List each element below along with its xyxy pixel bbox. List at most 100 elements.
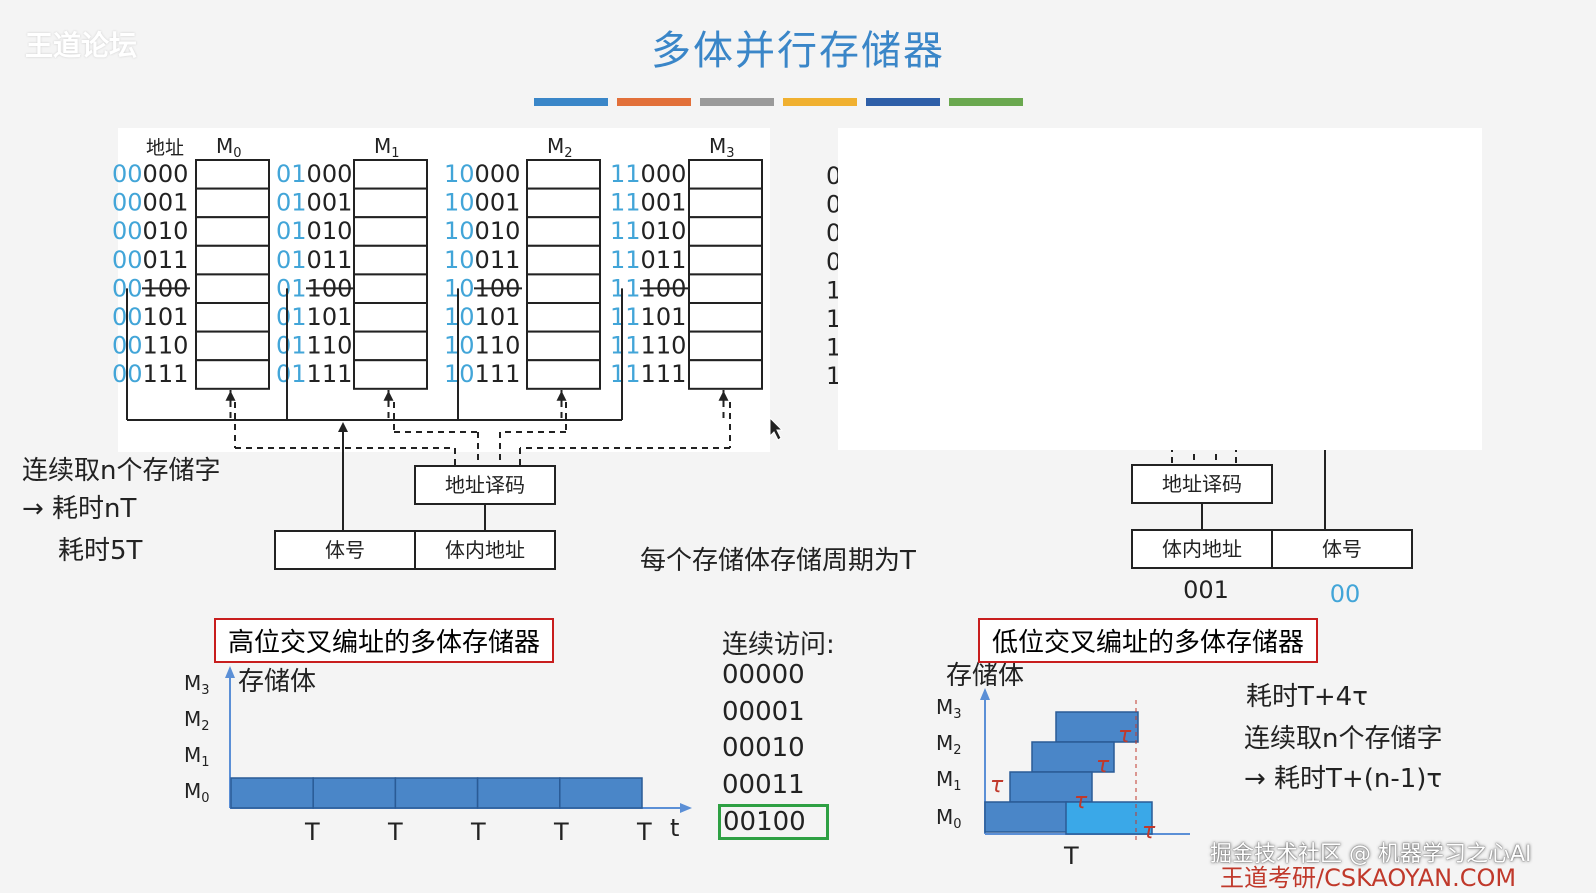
address-label: 00110 [112, 332, 188, 360]
timing-bar [984, 801, 1068, 833]
module-label: M0 [184, 779, 210, 806]
module-label: M2 [184, 707, 210, 734]
memory-cell [353, 302, 428, 333]
tau-label: τ [1142, 819, 1156, 844]
memory-cell [353, 244, 428, 276]
module-label: M2 [547, 134, 573, 161]
memory-cell [526, 159, 601, 190]
module-label: M0 [936, 805, 962, 832]
access-item: 00010 [722, 733, 805, 763]
address-label: 10010 [444, 217, 520, 245]
module-label: M1 [374, 134, 400, 161]
memory-cell [195, 216, 270, 247]
time-label: T [1063, 842, 1079, 870]
access-item: 00001 [722, 696, 805, 727]
memory-cell [688, 216, 763, 247]
field-inner-box [1131, 529, 1273, 569]
module-label: M3 [709, 134, 735, 161]
addr-header: 地址 [146, 137, 184, 159]
watermark-cskaoyan: 王道考研/CSKAOYAN.COM [1220, 864, 1517, 892]
memory-cell [688, 302, 763, 333]
memory-cell [353, 159, 428, 190]
address-label: 11111 [610, 360, 686, 388]
value-body: 00 [1330, 580, 1361, 608]
memory-cell [688, 159, 763, 190]
module-label: M0 [216, 134, 242, 161]
field-body-label: 体号 [1322, 537, 1362, 561]
field-inner-box [414, 530, 556, 570]
memory-cell [353, 359, 428, 390]
address-label: 00001 [112, 189, 188, 217]
memory-cell [195, 187, 270, 219]
address-label: 01001 [276, 189, 352, 217]
address-label: 01000 [276, 160, 352, 188]
module-label: M3 [936, 695, 962, 722]
address-label: 01010 [276, 217, 352, 245]
low-time: 耗时T+4τ [1246, 682, 1368, 712]
timing-bar [559, 777, 643, 809]
module-label: M1 [936, 767, 962, 794]
low-time-n: → 耗时T+(n-1)τ [1244, 764, 1443, 794]
module-label: M3 [184, 671, 210, 698]
decoder-label: 地址译码 [445, 473, 525, 497]
address-label: 01101 [276, 303, 352, 331]
address-label: 11101 [610, 303, 686, 331]
memory-cell [688, 187, 763, 219]
memory-cell [195, 359, 270, 390]
field-body-label: 体号 [325, 538, 365, 562]
address-label: 01110 [276, 332, 352, 360]
mouse-cursor [769, 416, 784, 441]
memory-cell [195, 330, 270, 362]
access-item: 00100 [718, 804, 829, 840]
timing-bar-next [1065, 801, 1153, 835]
note-period: 每个存储体存储周期为T [640, 546, 916, 576]
time-label: T [470, 818, 486, 846]
strip-segment [700, 98, 774, 106]
memory-cell [688, 359, 763, 390]
note-continuous: 连续取n个存储字 [22, 456, 221, 486]
memory-cell [688, 273, 763, 304]
memory-cell [353, 273, 428, 304]
module-label: M2 [936, 731, 962, 758]
address-label: 11010 [610, 217, 686, 245]
memory-cell [195, 244, 270, 276]
memory-cell [526, 216, 601, 247]
address-label: 11011 [610, 246, 686, 274]
time-label: T [304, 818, 320, 846]
memory-cell [526, 330, 601, 362]
address-label: 11110 [610, 332, 686, 360]
x-axis-arrow [680, 803, 692, 813]
memory-cell [526, 302, 601, 333]
address-label: 00101 [112, 303, 188, 331]
field-body-box [274, 530, 416, 570]
address-label: 00011 [112, 246, 188, 274]
timing-bar [394, 777, 479, 809]
arrow-head [338, 422, 348, 432]
access-item: 00000 [722, 660, 805, 690]
field-body-box [1271, 529, 1413, 569]
timing-bar [1009, 771, 1093, 803]
strip-segment [866, 98, 940, 106]
address-label: 00010 [112, 217, 188, 245]
low-continuous: 连续取n个存储字 [1244, 724, 1443, 754]
module-label: M1 [184, 743, 210, 770]
decoder-label: 地址译码 [1162, 472, 1242, 496]
field-inner-label: 体内地址 [1162, 537, 1242, 561]
memory-cell [526, 273, 601, 304]
address-label: 10110 [444, 332, 520, 360]
address-label: 01011 [276, 246, 352, 274]
note-time-5T: 耗时5T [58, 536, 143, 566]
timing-bar [1031, 741, 1115, 773]
tau-label: τ [1074, 789, 1088, 814]
page-title: 多体并行存储器 [651, 28, 945, 74]
forum-logo: 王道论坛 [25, 29, 138, 62]
address-label: 00111 [112, 360, 188, 388]
time-label: T [553, 818, 569, 846]
note-time-nT: → 耗时nT [22, 494, 137, 524]
field-inner-label: 体内地址 [445, 538, 525, 562]
watermark-juejin: 掘金技术社区 @ 机器学习之心AI [1210, 842, 1532, 867]
memory-cell [353, 330, 428, 362]
memory-cell [526, 244, 601, 276]
memory-cell [353, 216, 428, 247]
timing-bar [476, 777, 561, 809]
